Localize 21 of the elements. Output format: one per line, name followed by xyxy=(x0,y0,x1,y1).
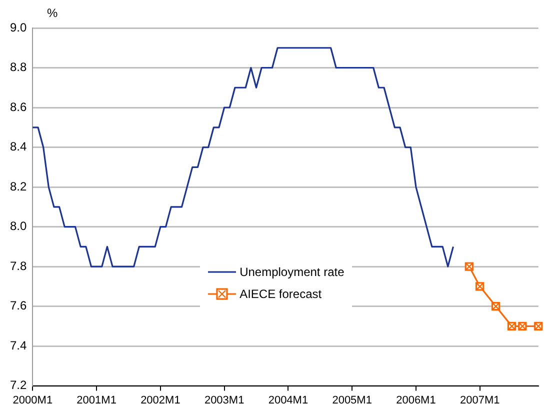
x-tick-label: 2006M1 xyxy=(396,394,436,406)
x-tick-label: 2007M1 xyxy=(460,394,500,406)
y-tick-label: 8.6 xyxy=(10,100,27,114)
y-tick-label: 7.6 xyxy=(10,298,27,313)
legend-label: AIECE forecast xyxy=(240,286,322,301)
y-tick-label: 7.8 xyxy=(10,258,27,273)
x-tick-label: 2005M1 xyxy=(332,394,372,406)
y-tick-label: 9.0 xyxy=(10,20,27,34)
x-tick-label: 2000M1 xyxy=(12,394,53,406)
y-tick-label: 8.0 xyxy=(10,219,27,234)
x-tick-label: 2003M1 xyxy=(204,394,244,406)
y-axis-title: % xyxy=(47,6,58,20)
x-tick-label: 2001M1 xyxy=(76,394,116,406)
y-tick-label: 7.2 xyxy=(10,378,27,392)
legend-label: Unemployment rate xyxy=(240,264,344,279)
y-tick-label: 8.2 xyxy=(10,179,27,194)
y-tick-label: 7.4 xyxy=(10,338,27,352)
y-tick-label: 8.8 xyxy=(10,60,27,74)
y-tick-label: 8.4 xyxy=(10,140,27,154)
x-tick-label: 2002M1 xyxy=(140,394,180,406)
x-tick-label: 2004M1 xyxy=(268,394,308,406)
